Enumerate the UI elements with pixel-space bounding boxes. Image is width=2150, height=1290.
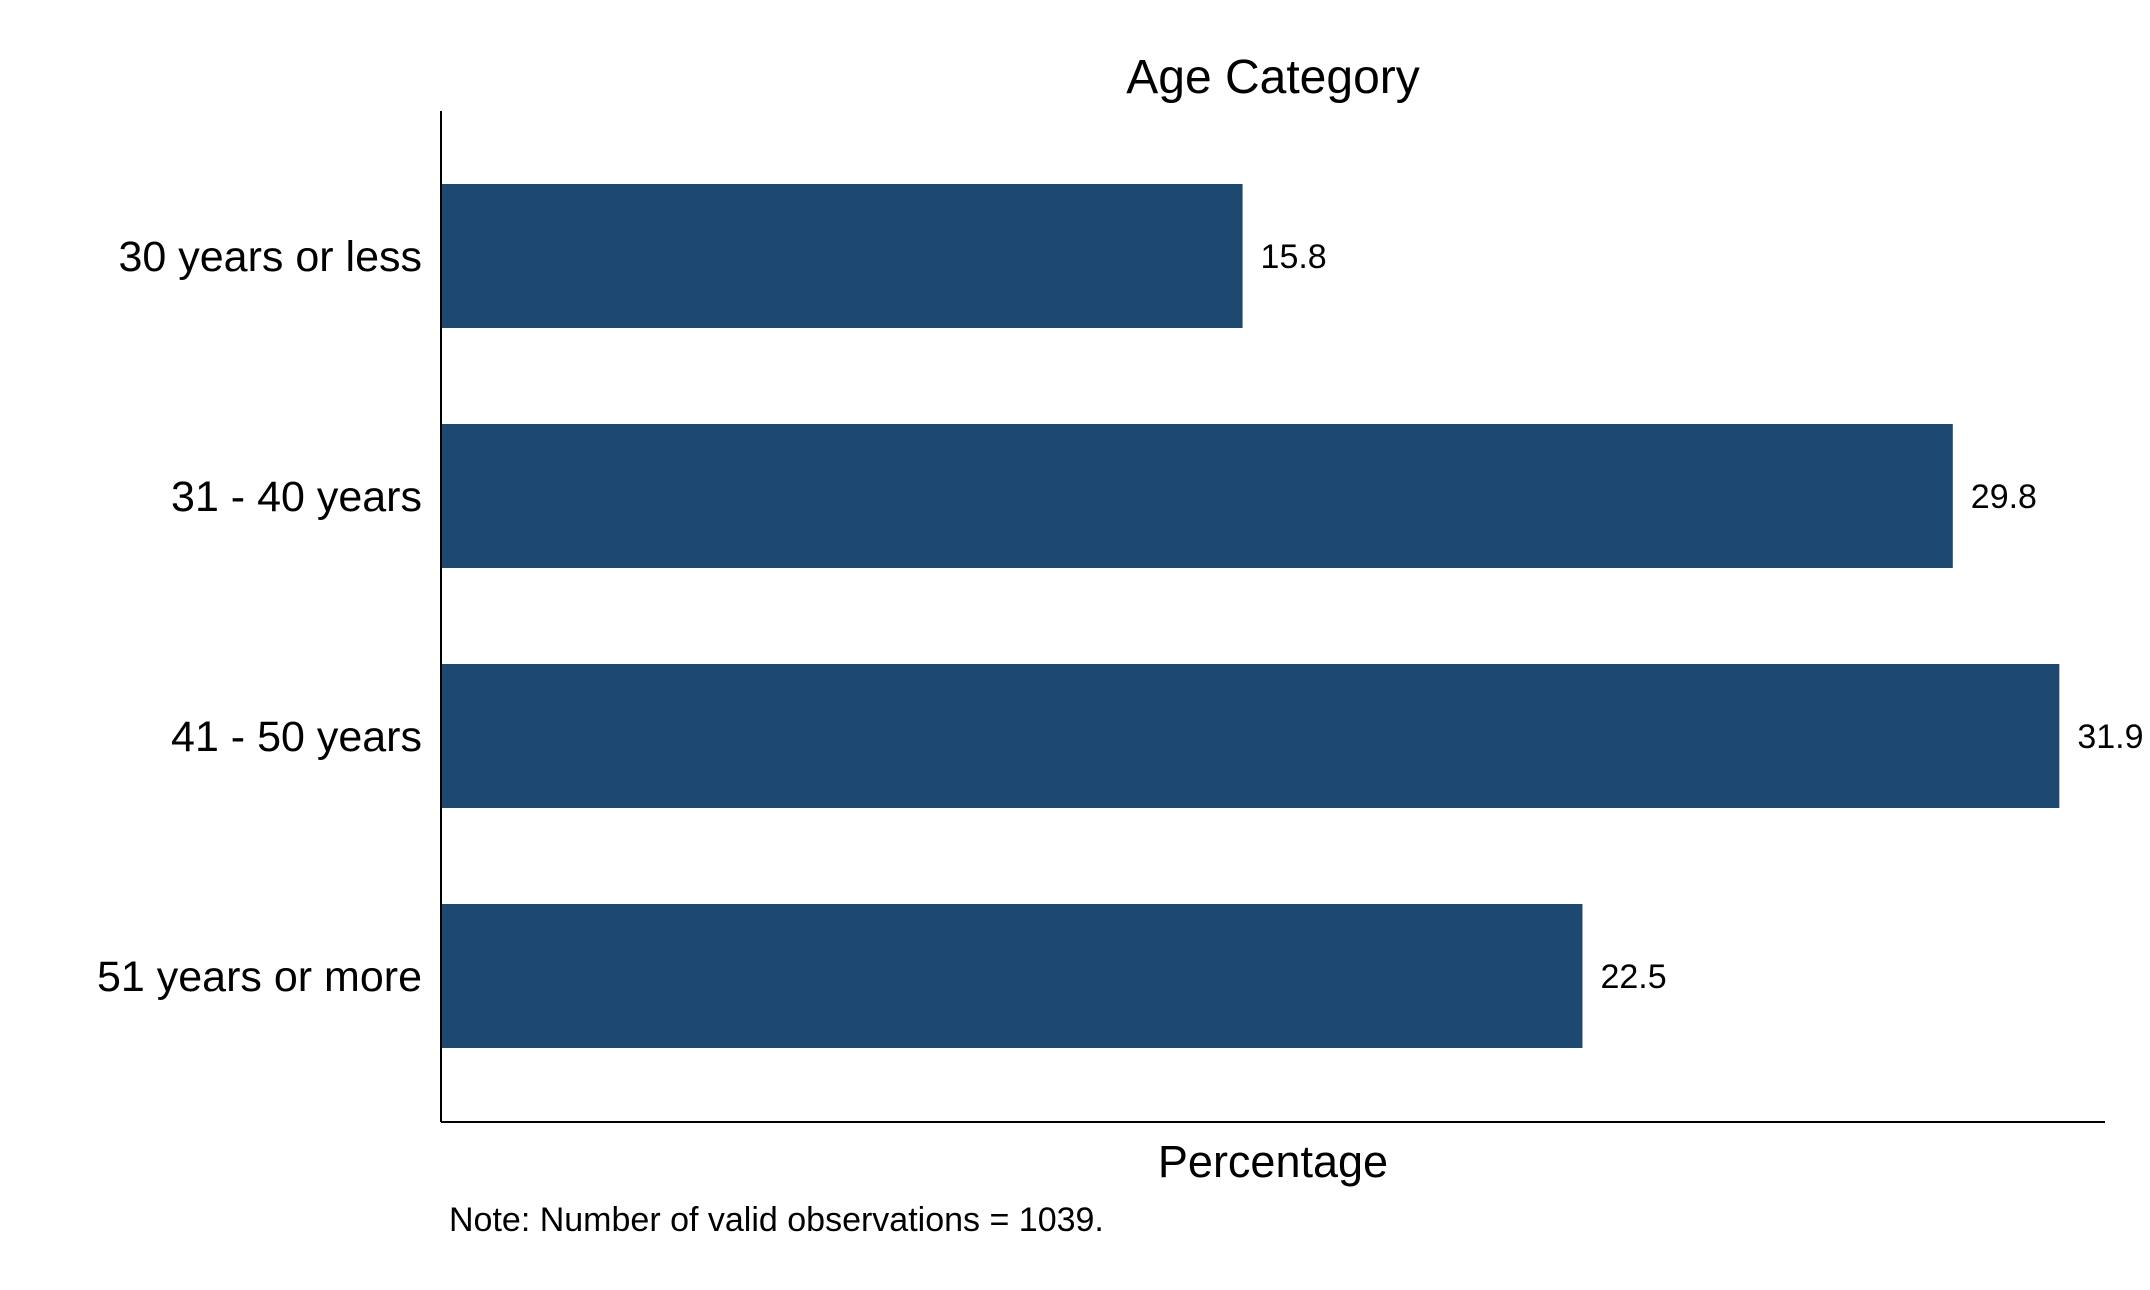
- value-labels-group: 15.8 29.8 31.9 22.5: [1261, 238, 2144, 996]
- bar-3: [441, 664, 2060, 808]
- bar-2: [441, 424, 1953, 568]
- bars-group: [441, 184, 2060, 1048]
- bar-value-label-3: 31.9: [2077, 718, 2143, 756]
- x-axis-label: Percentage: [1158, 1136, 1388, 1187]
- chart-note: Note: Number of valid observations = 103…: [449, 1201, 1104, 1239]
- category-label-2: 31 - 40 years: [171, 473, 422, 521]
- category-label-3: 41 - 50 years: [171, 713, 422, 761]
- bar-value-label-1: 15.8: [1261, 238, 1327, 276]
- category-label-1: 30 years or less: [118, 233, 422, 281]
- bar-value-label-2: 29.8: [1971, 478, 2037, 516]
- category-labels-group: 30 years or less 31 - 40 years 41 - 50 yea…: [97, 233, 422, 1001]
- bar-1: [441, 184, 1243, 328]
- bar-4: [441, 904, 1583, 1048]
- category-label-4: 51 years or more: [97, 953, 422, 1001]
- chart-title: Age Category: [1126, 51, 1420, 104]
- bar-value-label-4: 22.5: [1600, 958, 1666, 996]
